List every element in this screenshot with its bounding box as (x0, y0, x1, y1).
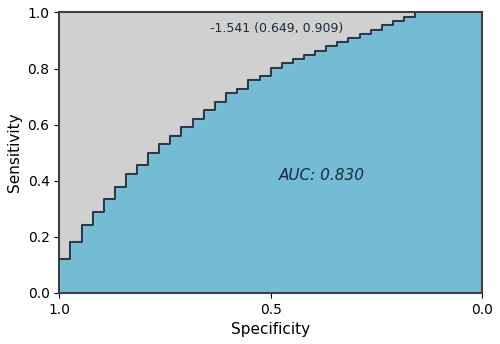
X-axis label: Specificity: Specificity (231, 322, 310, 337)
Text: AUC: 0.830: AUC: 0.830 (278, 168, 364, 183)
Text: -1.541 (0.649, 0.909): -1.541 (0.649, 0.909) (210, 22, 343, 35)
Y-axis label: Sensitivity: Sensitivity (7, 113, 22, 192)
